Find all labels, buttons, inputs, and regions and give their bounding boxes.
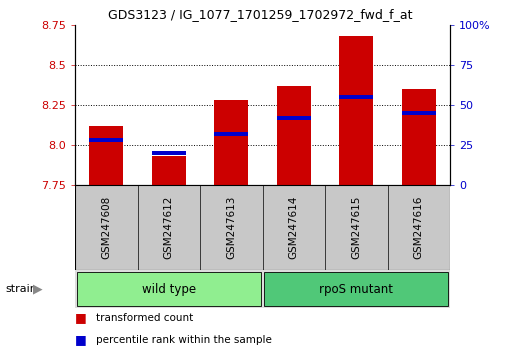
Bar — [151, 151, 186, 155]
Text: ▶: ▶ — [33, 282, 43, 296]
Text: GSM247613: GSM247613 — [226, 196, 236, 259]
Text: GSM247616: GSM247616 — [414, 196, 424, 259]
Text: rpoS mutant: rpoS mutant — [319, 282, 393, 296]
Bar — [401, 89, 436, 185]
Bar — [277, 86, 311, 185]
Text: wild type: wild type — [141, 282, 196, 296]
Bar — [89, 126, 123, 185]
Text: GSM247612: GSM247612 — [164, 196, 174, 259]
Text: GDS3123 / IG_1077_1701259_1702972_fwd_f_at: GDS3123 / IG_1077_1701259_1702972_fwd_f_… — [108, 8, 412, 21]
Bar — [89, 138, 123, 142]
Text: percentile rank within the sample: percentile rank within the sample — [96, 335, 271, 345]
Bar — [77, 272, 261, 306]
Text: ■: ■ — [75, 333, 87, 347]
Bar — [151, 156, 186, 185]
Bar — [214, 132, 249, 136]
Bar — [339, 95, 373, 99]
Text: transformed count: transformed count — [96, 313, 193, 323]
Bar — [214, 100, 249, 185]
Text: strain: strain — [5, 284, 37, 294]
Text: GSM247608: GSM247608 — [101, 196, 111, 259]
Bar — [277, 116, 311, 120]
Text: GSM247615: GSM247615 — [351, 196, 361, 259]
Text: GSM247614: GSM247614 — [289, 196, 299, 259]
Bar — [401, 111, 436, 115]
Bar — [264, 272, 448, 306]
Bar — [339, 36, 373, 185]
Text: ■: ■ — [75, 312, 87, 325]
